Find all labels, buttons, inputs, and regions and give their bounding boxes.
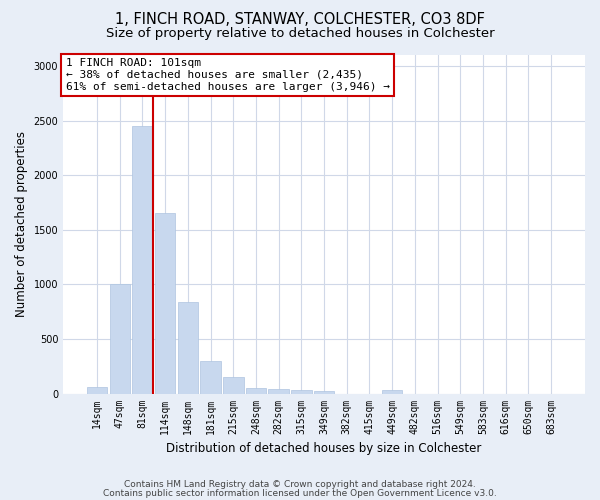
Bar (87, 387, 107, 394)
Bar (382, 390, 403, 394)
Bar (155, 214, 175, 394)
Bar (132, 126, 153, 394)
Text: Contains public sector information licensed under the Open Government Licence v3: Contains public sector information licen… (103, 489, 497, 498)
Bar (178, 302, 198, 394)
Text: Size of property relative to detached houses in Colchester: Size of property relative to detached ho… (106, 28, 494, 40)
Text: 1, FINCH ROAD, STANWAY, COLCHESTER, CO3 8DF: 1, FINCH ROAD, STANWAY, COLCHESTER, CO3 … (115, 12, 485, 28)
Bar (268, 389, 289, 394)
Y-axis label: Number of detached properties: Number of detached properties (15, 132, 28, 318)
Bar (223, 377, 244, 394)
Bar (246, 388, 266, 394)
Text: Contains HM Land Registry data © Crown copyright and database right 2024.: Contains HM Land Registry data © Crown c… (124, 480, 476, 489)
Text: 1 FINCH ROAD: 101sqm
← 38% of detached houses are smaller (2,435)
61% of semi-de: 1 FINCH ROAD: 101sqm ← 38% of detached h… (66, 58, 390, 92)
Bar (200, 361, 221, 394)
Bar (291, 390, 311, 394)
Bar (110, 284, 130, 394)
Bar (314, 392, 334, 394)
X-axis label: Distribution of detached houses by size in Colchester: Distribution of detached houses by size … (166, 442, 482, 455)
